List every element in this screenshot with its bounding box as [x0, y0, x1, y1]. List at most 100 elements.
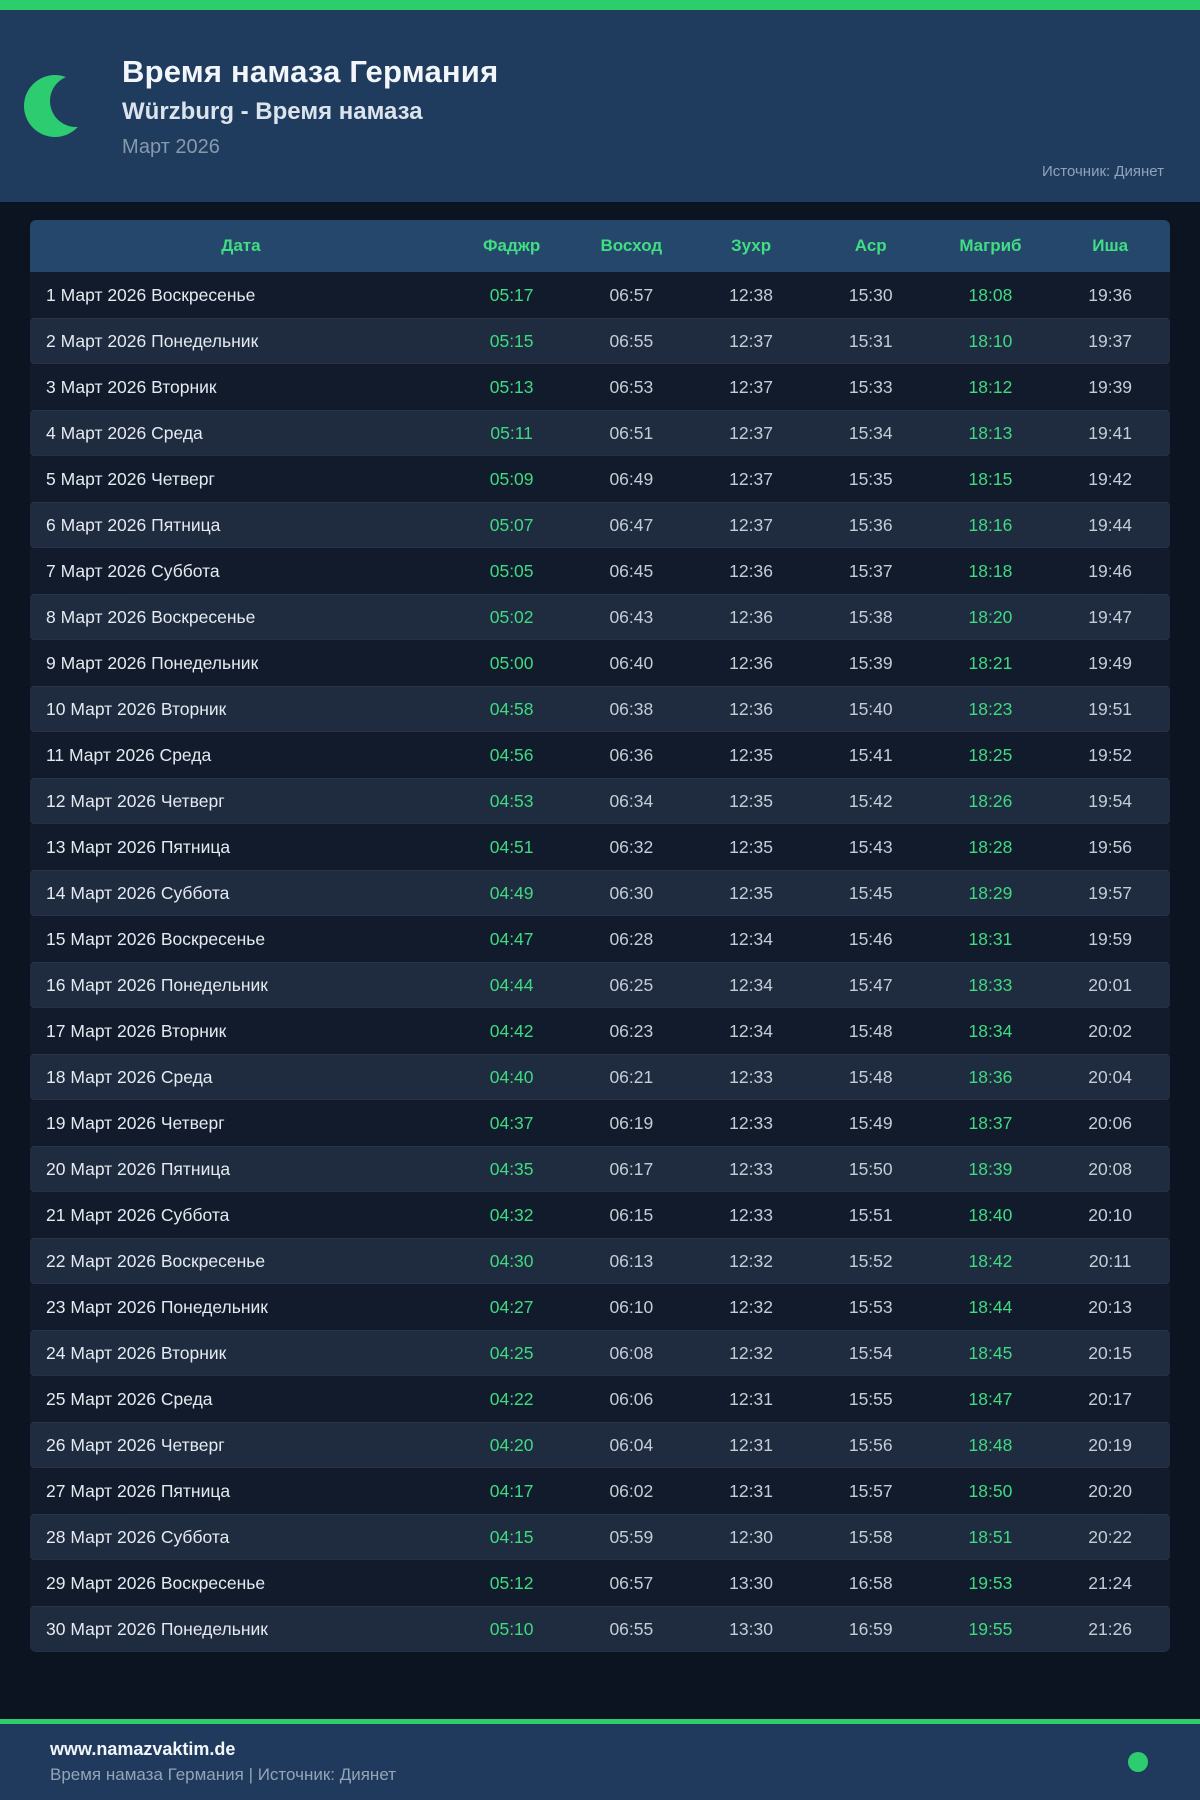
table-header-row: Дата Фаджр Восход Зухр Аср Магриб Иша: [30, 220, 1170, 272]
time-cell: 06:55: [609, 1618, 654, 1639]
time-cell: 15:40: [848, 698, 893, 719]
time-cell: 12:31: [729, 1434, 773, 1455]
time-cell: 19:59: [1088, 928, 1133, 949]
time-cell: 06:02: [609, 1480, 654, 1501]
time-cell: 05:17: [489, 284, 534, 305]
time-cell: 13:30: [729, 1572, 773, 1593]
time-cell: 18:45: [968, 1342, 1013, 1363]
time-cell: 19:42: [1088, 468, 1133, 489]
page-title: Время намаза Германия: [122, 53, 499, 89]
time-cell: 06:10: [609, 1296, 654, 1317]
time-cell: 06:36: [609, 744, 654, 765]
time-cell: 06:32: [609, 836, 654, 857]
time-cell: 06:17: [609, 1158, 654, 1179]
time-cell: 05:02: [489, 606, 534, 627]
time-cell: 18:31: [968, 928, 1013, 949]
time-cell: 06:19: [609, 1112, 654, 1133]
time-cell: 04:27: [489, 1296, 534, 1317]
time-cell: 06:23: [609, 1020, 654, 1041]
time-cell: 06:30: [609, 882, 654, 903]
time-cell: 19:55: [968, 1618, 1013, 1639]
time-cell: 12:34: [729, 974, 773, 995]
time-cell: 12:35: [729, 836, 773, 857]
page-footer: www.namazvaktim.de Время намаза Германия…: [0, 1719, 1200, 1800]
table-row: 14 Март 2026 Суббота 04:49 06:30 12:35 15:45…: [30, 870, 1170, 916]
time-cell: 19:41: [1088, 422, 1133, 443]
time-cell: 06:47: [609, 514, 654, 535]
footer-site-link[interactable]: www.namazvaktim.de: [50, 1739, 236, 1759]
time-cell: 06:43: [609, 606, 654, 627]
table-row: 20 Март 2026 Пятница 04:35 06:17 12:33 15:50…: [30, 1146, 1170, 1192]
time-cell: 04:40: [489, 1066, 534, 1087]
date-cell: 18 Март 2026 Среда: [46, 1066, 213, 1087]
time-cell: 04:20: [489, 1434, 534, 1455]
date-cell: 19 Март 2026 Четверг: [46, 1112, 225, 1133]
time-cell: 18:26: [968, 790, 1013, 811]
time-cell: 20:06: [1088, 1112, 1133, 1133]
date-cell: 17 Март 2026 Вторник: [46, 1020, 227, 1041]
time-cell: 06:55: [609, 330, 654, 351]
date-cell: 24 Март 2026 Вторник: [46, 1342, 227, 1363]
table-row: 9 Март 2026 Понедельник 05:00 06:40 12:36 15…: [30, 640, 1170, 686]
date-cell: 16 Март 2026 Понедельник: [46, 974, 268, 995]
time-cell: 18:37: [968, 1112, 1013, 1133]
time-cell: 15:58: [848, 1526, 893, 1547]
time-cell: 19:52: [1088, 744, 1133, 765]
time-cell: 18:44: [968, 1296, 1013, 1317]
time-cell: 12:35: [729, 744, 773, 765]
time-cell: 19:56: [1088, 836, 1133, 857]
time-cell: 15:33: [848, 376, 893, 397]
table-row: 12 Март 2026 Четверг 04:53 06:34 12:35 15:42…: [30, 778, 1170, 824]
period-label: Март 2026: [122, 135, 220, 158]
time-cell: 12:33: [729, 1066, 773, 1087]
time-cell: 19:54: [1088, 790, 1133, 811]
time-cell: 15:39: [848, 652, 893, 673]
table-row: 3 Март 2026 Вторник 05:13 06:53 12:37 15:33 1…: [30, 364, 1170, 410]
time-cell: 18:13: [968, 422, 1013, 443]
time-cell: 06:04: [609, 1434, 654, 1455]
date-cell: 2 Март 2026 Понедельник: [46, 330, 259, 351]
time-cell: 20:19: [1088, 1434, 1133, 1455]
table-row: 28 Март 2026 Суббота 04:15 05:59 12:30 15:58…: [30, 1514, 1170, 1560]
time-cell: 06:57: [609, 1572, 654, 1593]
time-cell: 04:30: [489, 1250, 534, 1271]
time-cell: 19:36: [1088, 284, 1133, 305]
time-cell: 06:28: [609, 928, 654, 949]
time-cell: 15:31: [848, 330, 893, 351]
time-cell: 18:20: [968, 606, 1013, 627]
date-cell: 22 Март 2026 Воскресенье: [46, 1250, 266, 1271]
time-cell: 19:46: [1088, 560, 1133, 581]
time-cell: 12:33: [729, 1158, 773, 1179]
time-cell: 15:42: [848, 790, 893, 811]
time-cell: 12:35: [729, 882, 773, 903]
table-row: 2 Март 2026 Понедельник 05:15 06:55 12:37 15…: [30, 318, 1170, 364]
table-row: 4 Март 2026 Среда 05:11 06:51 12:37 15:34 18:…: [30, 410, 1170, 456]
table-row: 21 Март 2026 Суббота 04:32 06:15 12:33 15:51…: [30, 1192, 1170, 1238]
time-cell: 21:24: [1088, 1572, 1133, 1593]
time-cell: 06:13: [609, 1250, 654, 1271]
time-cell: 15:41: [848, 744, 893, 765]
time-cell: 19:44: [1088, 514, 1133, 535]
time-cell: 04:47: [489, 928, 534, 949]
time-cell: 04:32: [489, 1204, 534, 1225]
time-cell: 18:15: [968, 468, 1013, 489]
time-cell: 19:47: [1088, 606, 1133, 627]
time-cell: 15:45: [848, 882, 893, 903]
date-cell: 12 Март 2026 Четверг: [46, 790, 225, 811]
table-row: 24 Март 2026 Вторник 04:25 06:08 12:32 15:54…: [30, 1330, 1170, 1376]
time-cell: 06:06: [609, 1388, 654, 1409]
time-cell: 18:34: [968, 1020, 1013, 1041]
time-cell: 12:36: [729, 606, 773, 627]
time-cell: 19:51: [1088, 698, 1133, 719]
table-row: 1 Март 2026 Воскресенье 05:17 06:57 12:38 15…: [30, 272, 1170, 318]
time-cell: 12:31: [729, 1388, 773, 1409]
time-cell: 05:59: [609, 1526, 654, 1547]
time-cell: 12:34: [729, 928, 773, 949]
time-cell: 18:47: [968, 1388, 1013, 1409]
time-cell: 20:08: [1088, 1158, 1133, 1179]
time-cell: 05:12: [489, 1572, 534, 1593]
time-cell: 05:15: [489, 330, 534, 351]
table-row: 5 Март 2026 Четверг 05:09 06:49 12:37 15:35 1…: [30, 456, 1170, 502]
time-cell: 12:37: [729, 422, 773, 443]
time-cell: 12:32: [729, 1296, 773, 1317]
